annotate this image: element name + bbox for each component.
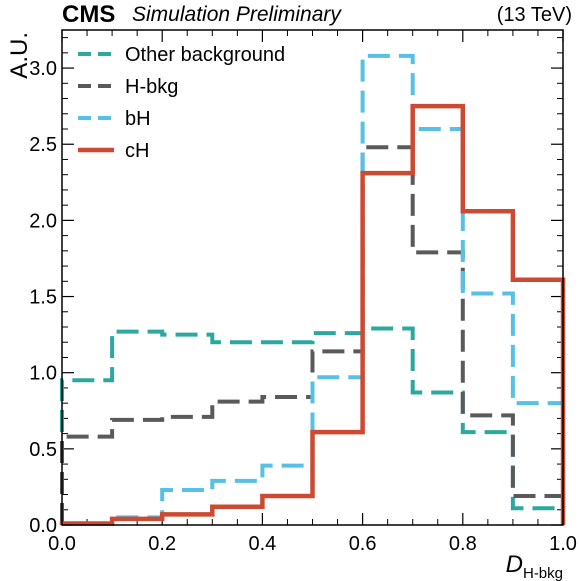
series-line-other-background <box>60 326 565 525</box>
legend-label-bh: bH <box>125 108 151 130</box>
y-tick-label: 1.5 <box>29 287 57 309</box>
x-tick-label: 0.6 <box>349 533 377 555</box>
y-tick-label: 3.0 <box>29 58 57 80</box>
x-tick-label: 0.4 <box>248 533 276 555</box>
x-tick-label: 1.0 <box>549 533 577 555</box>
x-axis-label-subscript: H-bkg <box>523 565 563 581</box>
y-tick-label: 0.5 <box>29 439 57 461</box>
legend-label-ch: cH <box>125 140 149 162</box>
cms-label: CMS <box>62 1 116 28</box>
plot-frame <box>61 29 564 526</box>
x-tick-label: 0.0 <box>48 533 76 555</box>
axis-ticks: 0.0 0.2 0.4 0.6 0.8 1.0 0.0 0.5 1.0 1.5 2.0 2.5 3.0 <box>29 30 577 555</box>
x-axis-label: DH-bkg <box>506 551 563 581</box>
x-tick-label: 0.2 <box>148 533 176 555</box>
legend-label-other-background: Other background <box>125 44 285 66</box>
y-axis-label: A.U. <box>6 32 33 79</box>
y-tick-label: 2.5 <box>29 134 57 156</box>
y-tick-label: 0.0 <box>29 515 57 537</box>
series-line-h-bkg <box>60 145 565 525</box>
y-tick-label: 2.0 <box>29 210 57 232</box>
x-tick-label: 0.8 <box>449 533 477 555</box>
series-group <box>59 53 566 526</box>
x-axis-label-main: D <box>506 551 523 578</box>
y-tick-label: 1.0 <box>29 363 57 385</box>
legend: Other background H-bkg bH cH <box>78 44 285 162</box>
energy-label: (13 TeV) <box>496 4 572 26</box>
series-line-ch <box>59 103 566 526</box>
simulation-preliminary-label: Simulation Preliminary <box>132 3 341 26</box>
legend-label-h-bkg: H-bkg <box>125 76 178 98</box>
